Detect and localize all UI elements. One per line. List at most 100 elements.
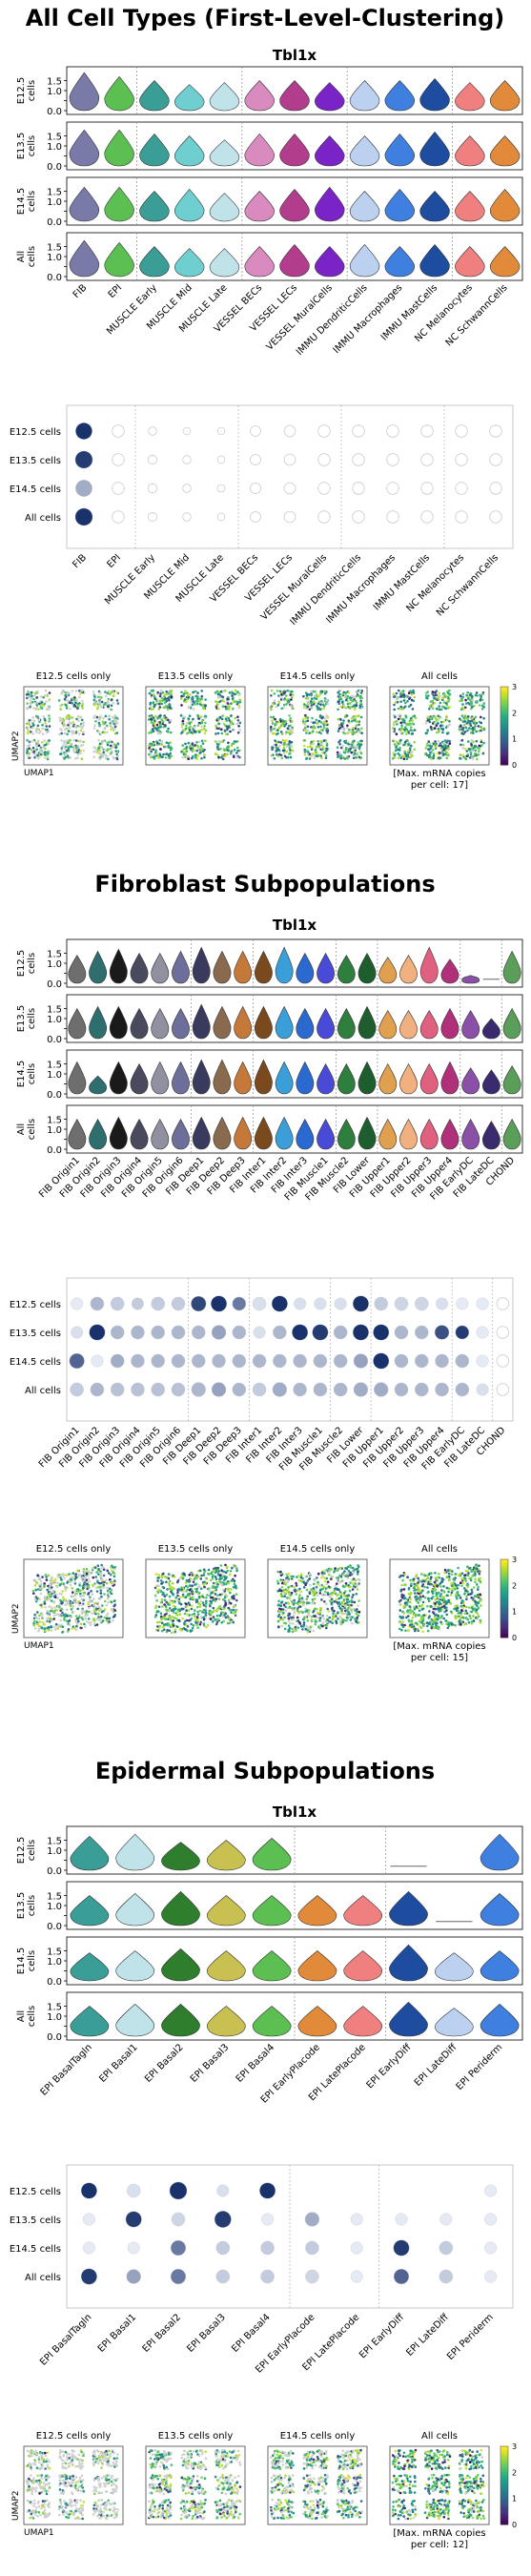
umap-point: [277, 694, 280, 697]
umap-point: [98, 744, 101, 748]
umap-point: [102, 739, 105, 743]
umap-point: [276, 729, 279, 732]
umap-point: [82, 1610, 85, 1614]
umap-point: [405, 730, 408, 732]
umap-point: [464, 726, 468, 730]
umap-point: [401, 1574, 405, 1577]
umap-point: [432, 694, 436, 697]
umap-point: [284, 1605, 287, 1609]
umap-point: [174, 1630, 176, 1634]
umap-point: [93, 693, 96, 696]
x-tick-label: IMMU DendriticCells: [295, 282, 370, 358]
umap-point: [71, 690, 74, 692]
umap-point: [398, 713, 400, 717]
umap-point: [337, 1618, 339, 1620]
umap-point: [328, 1616, 332, 1619]
umap-point: [286, 1573, 290, 1576]
umap-point: [302, 1625, 305, 1628]
violin: [419, 191, 450, 222]
umap-point: [172, 1593, 174, 1597]
umap-point: [46, 757, 50, 761]
umap-point: [284, 1601, 288, 1605]
umap-point: [346, 1607, 349, 1611]
umap-point: [195, 1598, 199, 1601]
umap-point: [431, 707, 435, 710]
umap-point: [460, 699, 463, 702]
violin: [296, 1118, 315, 1150]
umap-point: [356, 1573, 359, 1576]
umap-point: [220, 1593, 224, 1596]
umap-point: [280, 1589, 283, 1593]
y-tick-label: 1.5: [47, 133, 62, 143]
umap-point: [319, 703, 322, 707]
umap-point: [84, 1614, 87, 1618]
umap-point: [195, 702, 199, 706]
colorbar-segment: [500, 719, 508, 723]
umap-point: [323, 720, 326, 724]
umap-point: [403, 752, 407, 755]
violin: [69, 129, 100, 167]
dot: [216, 484, 226, 493]
umap-point: [203, 1611, 206, 1615]
umap-point: [277, 1625, 280, 1629]
umap-point: [339, 1622, 343, 1626]
umap-point: [310, 720, 313, 724]
umap-point: [162, 752, 165, 756]
umap-point: [71, 1587, 74, 1590]
umap-point: [214, 1597, 218, 1600]
umap-point: [101, 1604, 104, 1607]
umap-point: [475, 739, 479, 743]
umap-point: [305, 757, 308, 761]
umap-point: [337, 702, 341, 706]
umap-point: [72, 731, 76, 734]
umap-point: [289, 749, 292, 752]
umap-point: [316, 1607, 318, 1611]
umap-point: [286, 755, 290, 759]
violin: [109, 1005, 128, 1040]
umap-point: [38, 748, 42, 752]
umap-point: [35, 742, 38, 746]
umap-point: [109, 692, 112, 696]
umap-point: [110, 708, 113, 711]
umap-point: [156, 1625, 159, 1628]
umap-point: [164, 716, 168, 719]
umap-point: [78, 1583, 81, 1587]
umap-point: [27, 690, 30, 694]
dot: [90, 1382, 105, 1397]
colorbar-segment: [500, 762, 508, 766]
dot: [147, 483, 158, 494]
umap-point: [310, 1588, 313, 1591]
umap-point: [334, 1569, 337, 1572]
umap-point: [403, 728, 406, 732]
umap-point: [87, 1602, 90, 1605]
row-label: cells: [27, 953, 37, 974]
umap-point: [103, 1599, 107, 1603]
umap-point: [461, 703, 464, 706]
umap-point: [346, 1600, 349, 1604]
umap-point: [302, 1586, 306, 1589]
umap-point: [52, 1600, 56, 1603]
umap-point: [213, 1609, 215, 1612]
umap-point: [106, 1587, 109, 1590]
umap-point: [81, 707, 84, 710]
umap-point: [439, 752, 441, 754]
umap-point: [349, 744, 352, 748]
umap-point: [233, 748, 236, 752]
umap-point: [103, 727, 106, 731]
umap-point: [465, 693, 469, 697]
umap-point: [305, 1575, 309, 1578]
umap-point: [93, 703, 96, 707]
umap-point: [41, 751, 44, 754]
umap-point: [110, 752, 112, 754]
umap-point: [215, 752, 219, 756]
umap-point: [97, 721, 101, 725]
umap-point: [357, 1570, 359, 1574]
violin: [104, 129, 134, 167]
umap-point: [303, 726, 307, 730]
umap-point: [301, 717, 305, 721]
umap-point: [395, 691, 398, 695]
umap-point: [322, 739, 326, 742]
umap-point: [426, 729, 429, 732]
umap-point: [305, 1597, 309, 1601]
